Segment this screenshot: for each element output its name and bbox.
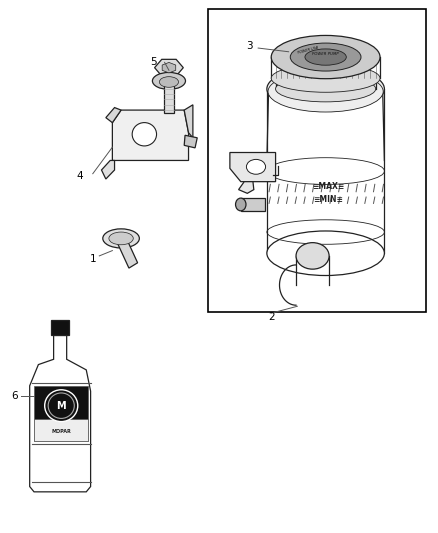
Text: ≡MAX≡: ≡MAX≡ xyxy=(312,182,344,191)
Polygon shape xyxy=(162,62,176,73)
Text: 1: 1 xyxy=(89,254,96,263)
Ellipse shape xyxy=(271,64,380,92)
Ellipse shape xyxy=(236,198,246,211)
Polygon shape xyxy=(184,105,193,138)
Bar xyxy=(241,198,265,211)
Ellipse shape xyxy=(152,72,185,90)
Ellipse shape xyxy=(267,231,385,276)
Ellipse shape xyxy=(296,243,329,269)
Bar xyxy=(34,386,88,441)
Text: POWER PUMP: POWER PUMP xyxy=(312,52,339,56)
Polygon shape xyxy=(164,82,174,113)
Text: 2: 2 xyxy=(268,312,275,322)
Ellipse shape xyxy=(109,232,133,245)
Text: MOPAR: MOPAR xyxy=(51,430,71,434)
Ellipse shape xyxy=(271,35,380,79)
Ellipse shape xyxy=(103,229,139,248)
Text: M: M xyxy=(57,401,66,411)
Text: 4: 4 xyxy=(76,172,83,181)
Ellipse shape xyxy=(290,43,361,71)
Bar xyxy=(208,10,426,312)
Polygon shape xyxy=(106,108,121,123)
Ellipse shape xyxy=(268,71,383,112)
Polygon shape xyxy=(51,319,69,335)
Text: POWER USA: POWER USA xyxy=(297,46,319,55)
Polygon shape xyxy=(117,236,138,268)
Polygon shape xyxy=(239,182,254,193)
Text: 3: 3 xyxy=(246,42,253,52)
Ellipse shape xyxy=(305,49,346,65)
Polygon shape xyxy=(184,135,197,148)
Bar xyxy=(34,419,88,441)
Polygon shape xyxy=(155,59,184,76)
Ellipse shape xyxy=(159,77,179,87)
Text: 6: 6 xyxy=(11,391,18,401)
Polygon shape xyxy=(230,152,276,182)
Ellipse shape xyxy=(45,390,78,422)
Ellipse shape xyxy=(276,76,376,102)
Ellipse shape xyxy=(132,123,156,146)
Polygon shape xyxy=(113,110,188,160)
Polygon shape xyxy=(102,160,115,179)
Ellipse shape xyxy=(48,393,74,418)
Ellipse shape xyxy=(247,159,265,174)
Text: 5: 5 xyxy=(150,58,157,67)
Text: ≡MIN≡: ≡MIN≡ xyxy=(313,195,343,204)
Polygon shape xyxy=(30,335,91,492)
Ellipse shape xyxy=(267,67,385,111)
